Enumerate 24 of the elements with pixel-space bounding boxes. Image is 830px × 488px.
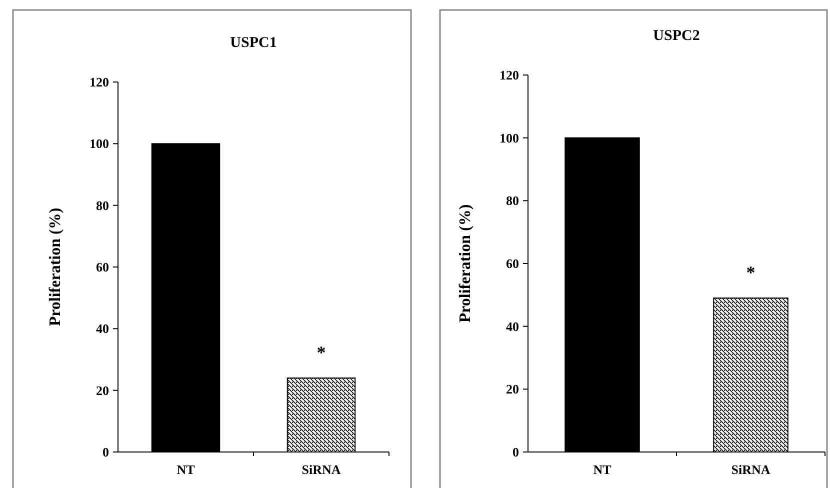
x-tick-label: NT (176, 462, 196, 477)
y-tick-label: 0 (512, 444, 519, 460)
chart-title: USPC2 (653, 28, 700, 44)
y-tick-label: 60 (506, 256, 519, 272)
y-tick-label: 100 (500, 130, 519, 146)
y-tick-label: 20 (96, 382, 109, 398)
y-tick-label: 40 (506, 318, 519, 334)
x-tick-label: NT (593, 462, 612, 477)
y-axis-title: Proliferation (%) (457, 204, 474, 323)
y-tick-label: 60 (96, 260, 109, 275)
y-tick-label: 80 (96, 198, 109, 213)
y-tick-label: 80 (506, 193, 519, 208)
chart-title: USPC1 (230, 35, 277, 51)
y-axis-title: Proliferation (%) (47, 208, 64, 326)
y-tick-label: 100 (90, 136, 109, 152)
y-tick-label: 120 (90, 74, 109, 90)
annotation: * (746, 262, 756, 283)
x-tick-label: SiRNA (731, 462, 771, 477)
y-tick-label: 120 (500, 68, 519, 83)
x-tick-label: SiRNA (302, 462, 342, 477)
y-tick-label: 40 (96, 321, 109, 336)
annotation: * (316, 342, 326, 363)
y-tick-label: 0 (102, 444, 109, 460)
y-tick-label: 20 (506, 382, 519, 397)
